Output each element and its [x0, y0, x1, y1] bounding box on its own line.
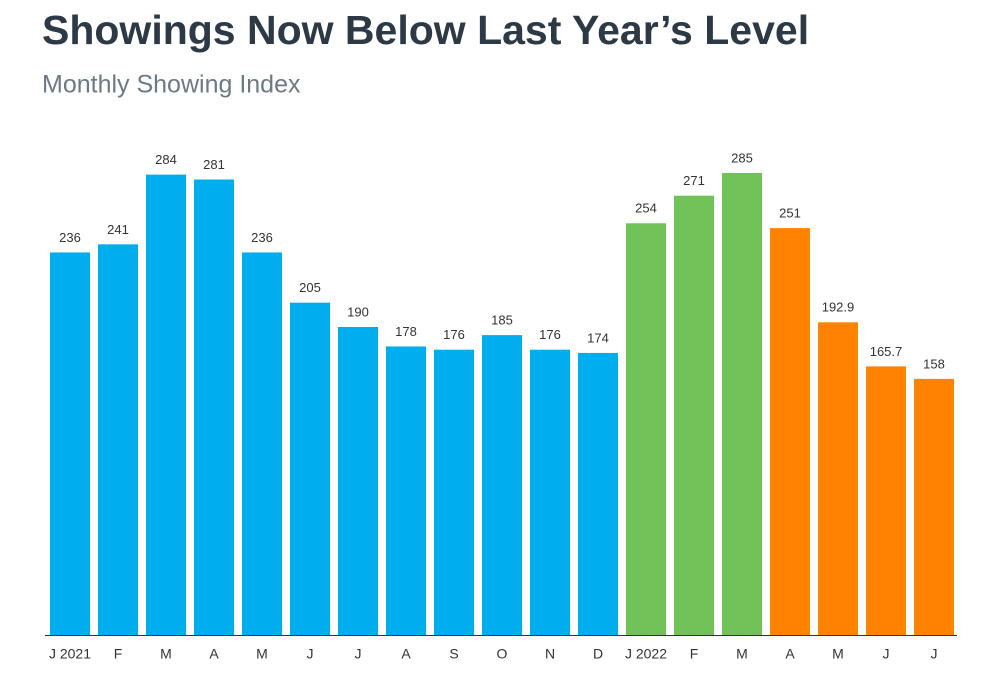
x-tick-label: J 2021 — [49, 646, 91, 662]
data-label: 254 — [635, 201, 657, 216]
bar — [434, 349, 474, 635]
x-tick-label: F — [114, 646, 123, 662]
x-tick-label: A — [785, 646, 795, 662]
data-label: 205 — [299, 280, 321, 295]
x-tick-label: A — [209, 646, 219, 662]
bar — [194, 179, 234, 636]
bar — [242, 252, 282, 635]
x-tick-label: N — [545, 646, 555, 662]
data-label: 236 — [59, 230, 81, 245]
data-label: 271 — [683, 173, 705, 188]
x-tick-label: J 2022 — [625, 646, 667, 662]
data-label: 176 — [443, 327, 465, 342]
bar — [386, 346, 426, 635]
data-label: 241 — [107, 222, 129, 237]
x-tick-label: O — [497, 646, 508, 662]
bar — [290, 302, 330, 635]
x-tick-label: J — [355, 646, 362, 662]
data-label: 174 — [587, 330, 609, 345]
data-label: 192.9 — [822, 300, 855, 315]
bar — [146, 174, 186, 636]
bar — [914, 378, 954, 635]
x-tick-label: J — [931, 646, 938, 662]
data-label: 185 — [491, 313, 513, 328]
bar — [530, 349, 570, 635]
chart-subtitle: Monthly Showing Index — [42, 71, 301, 99]
bar — [338, 327, 378, 635]
x-tick-label: F — [690, 646, 699, 662]
data-label: 285 — [731, 150, 753, 165]
bar — [818, 322, 858, 635]
data-label: 178 — [395, 324, 417, 339]
data-label: 165.7 — [870, 344, 903, 359]
x-tick-label: M — [256, 646, 268, 662]
x-tick-label: M — [736, 646, 748, 662]
data-label: 190 — [347, 304, 369, 319]
bar — [866, 366, 906, 635]
data-label: 236 — [251, 230, 273, 245]
bar — [626, 223, 666, 635]
data-label: 281 — [203, 157, 225, 172]
x-tick-label: M — [832, 646, 844, 662]
bar — [98, 244, 138, 636]
bar — [482, 335, 522, 635]
x-tick-label: D — [593, 646, 603, 662]
bar — [50, 252, 90, 635]
bar — [722, 173, 762, 635]
x-tick-label: S — [449, 646, 458, 662]
data-label: 251 — [779, 206, 801, 221]
data-label: 158 — [923, 356, 945, 371]
x-tick-label: M — [160, 646, 172, 662]
x-tick-label: A — [401, 646, 411, 662]
bar — [770, 228, 810, 635]
chart-title: Showings Now Below Last Year’s Level — [42, 7, 809, 53]
x-tick-label: J — [883, 646, 890, 662]
data-label: 284 — [155, 152, 177, 167]
x-tick-label: J — [307, 646, 314, 662]
data-label: 176 — [539, 327, 561, 342]
bar — [578, 352, 618, 635]
bar — [674, 195, 714, 635]
